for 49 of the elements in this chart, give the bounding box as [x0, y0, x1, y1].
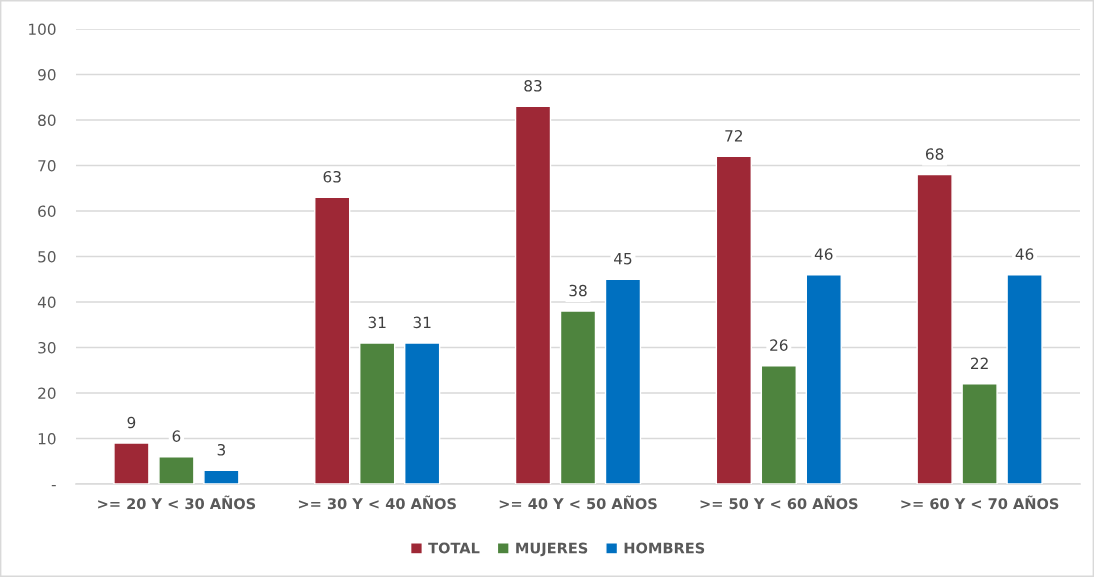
data-label: 72: [725, 130, 743, 142]
data-label: 3: [217, 444, 226, 456]
bar: [514, 105, 552, 484]
y-tick-label: 80: [38, 114, 56, 127]
y-tick-label: 100: [29, 23, 56, 36]
data-label: 63: [323, 171, 341, 183]
y-tick-label: 60: [38, 205, 56, 218]
y-tick-label: -: [51, 485, 56, 487]
data-label: 38: [569, 284, 587, 297]
bar: [158, 456, 195, 484]
data-label: 68: [925, 148, 944, 160]
x-tick-label: >= 50 Y < 60 AÑOS: [700, 495, 858, 510]
bar: [760, 365, 797, 484]
x-tick-label: >= 20 Y < 30 AÑOS: [98, 495, 256, 510]
y-tick-label: 90: [38, 68, 56, 81]
data-label: 45: [614, 253, 632, 265]
data-label: 46: [814, 248, 833, 260]
y-tick-label: 10: [38, 432, 56, 445]
bar: [559, 310, 597, 484]
bar: [961, 383, 998, 484]
legend-label: TOTAL: [428, 542, 480, 554]
legend-label: MUJERES: [516, 542, 588, 557]
bar: [203, 469, 240, 484]
data-label: 31: [413, 316, 431, 329]
bar: [805, 274, 842, 484]
y-tick-label: 70: [38, 159, 56, 172]
y-tick-label: 40: [37, 296, 56, 309]
x-tick-label: >= 60 Y < 70 AÑOS: [901, 495, 1059, 510]
bar: [604, 278, 642, 484]
y-tick-label: 50: [38, 250, 56, 263]
data-label: 83: [524, 80, 542, 92]
data-label: 31: [368, 316, 386, 329]
x-tick-label: >= 30 Y < 40 AÑOS: [298, 495, 456, 510]
bar: [113, 442, 150, 484]
bar: [404, 342, 441, 484]
bar: [359, 342, 396, 484]
y-tick-label: 30: [38, 341, 56, 354]
bar: [1006, 274, 1043, 484]
data-label: 46: [1015, 248, 1034, 260]
x-tick-label: >= 40 Y < 50 AÑOS: [499, 495, 657, 510]
data-label: 22: [971, 357, 988, 369]
bar: [314, 196, 351, 484]
y-tick-label: 20: [38, 387, 56, 400]
legend-label: HOMBRES: [624, 542, 705, 554]
bar: [916, 173, 953, 484]
data-label: 9: [127, 416, 136, 429]
data-label: 6: [172, 430, 181, 442]
data-label: 26: [770, 339, 788, 351]
bar: [715, 155, 752, 484]
